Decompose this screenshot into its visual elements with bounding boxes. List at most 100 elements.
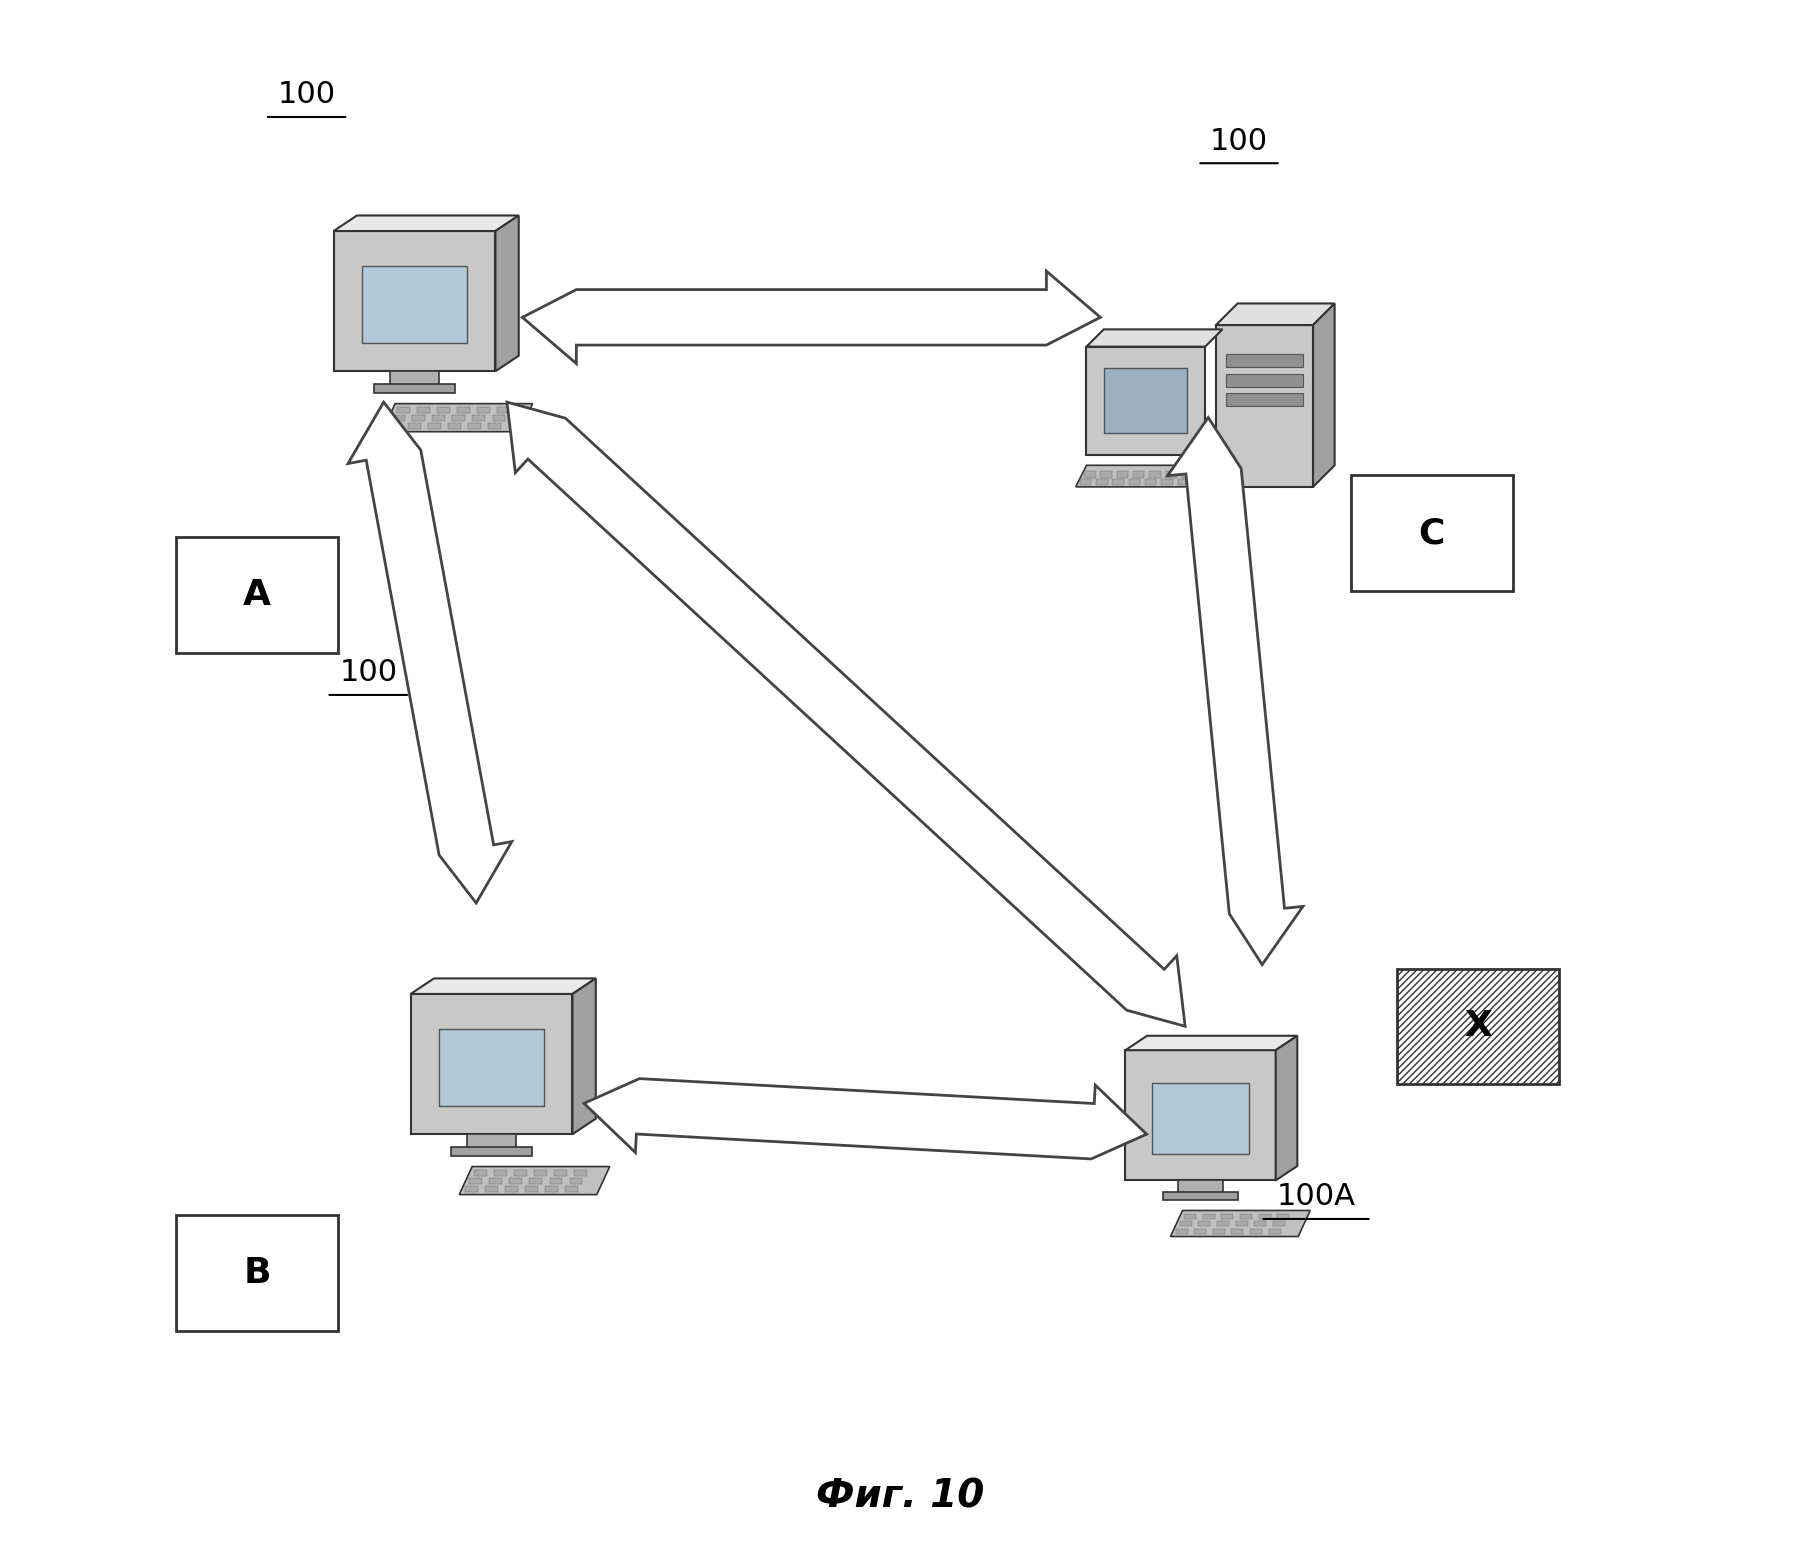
Bar (549, 1178, 562, 1184)
Bar (535, 1170, 547, 1177)
Bar (565, 1186, 578, 1192)
Polygon shape (1217, 304, 1334, 326)
Polygon shape (572, 979, 596, 1135)
Bar (1175, 1229, 1188, 1234)
Polygon shape (1312, 304, 1334, 486)
Bar (574, 1170, 587, 1177)
Bar (515, 1170, 527, 1177)
Bar (509, 1178, 522, 1184)
Bar (1103, 367, 1188, 432)
Bar (1166, 471, 1177, 477)
Bar (493, 415, 506, 422)
Bar (457, 408, 470, 412)
Bar (437, 408, 450, 412)
Bar (468, 1135, 517, 1152)
Bar (1217, 1221, 1229, 1226)
Bar (387, 423, 401, 429)
Bar (1145, 479, 1156, 485)
Polygon shape (382, 403, 533, 432)
Bar (1184, 1214, 1195, 1220)
Polygon shape (1125, 1050, 1276, 1181)
Bar (1226, 374, 1303, 386)
Bar (1273, 1221, 1285, 1226)
Bar (1199, 1221, 1210, 1226)
Text: 100: 100 (1210, 127, 1269, 156)
Bar (1251, 1229, 1262, 1234)
Text: X: X (1463, 1010, 1492, 1044)
Bar (1080, 479, 1091, 485)
Bar (1148, 471, 1161, 477)
Bar (391, 371, 439, 389)
Text: 100: 100 (277, 80, 335, 110)
Bar (428, 423, 441, 429)
Bar (1231, 1229, 1244, 1234)
Polygon shape (508, 401, 1184, 1027)
Bar (484, 1186, 497, 1192)
Text: Фиг. 10: Фиг. 10 (815, 1478, 985, 1515)
Bar (1350, 476, 1512, 591)
Bar (1179, 1221, 1192, 1226)
Bar (1132, 471, 1145, 477)
Text: B: B (243, 1255, 272, 1289)
Bar (464, 1186, 477, 1192)
Polygon shape (362, 266, 468, 343)
Bar (488, 423, 500, 429)
Bar (176, 537, 338, 653)
Bar (470, 1178, 482, 1184)
Bar (1163, 1192, 1238, 1200)
Text: 100: 100 (338, 658, 398, 687)
Bar (1255, 1221, 1267, 1226)
Bar (392, 415, 405, 422)
Text: A: A (243, 577, 272, 611)
Bar (1177, 479, 1190, 485)
Text: 100A: 100A (1276, 1183, 1355, 1210)
Bar (1226, 354, 1303, 367)
Bar (490, 1178, 502, 1184)
Bar (1220, 1214, 1233, 1220)
Bar (1269, 1229, 1282, 1234)
Bar (1129, 479, 1139, 485)
Polygon shape (1152, 1082, 1249, 1155)
Bar (545, 1186, 558, 1192)
Polygon shape (495, 216, 518, 371)
Bar (1100, 471, 1112, 477)
Bar (1258, 1214, 1271, 1220)
Bar (1278, 1214, 1289, 1220)
Bar (448, 423, 461, 429)
Bar (409, 423, 421, 429)
Polygon shape (410, 979, 596, 994)
Bar (1112, 479, 1123, 485)
Bar (1177, 1181, 1222, 1197)
Polygon shape (1276, 1036, 1298, 1181)
Bar (1161, 479, 1174, 485)
Bar (418, 408, 430, 412)
Polygon shape (1170, 1210, 1310, 1237)
Bar (1193, 1229, 1206, 1234)
Polygon shape (333, 232, 495, 371)
Polygon shape (1125, 1036, 1298, 1050)
Polygon shape (1087, 329, 1222, 346)
Polygon shape (439, 1028, 544, 1106)
Bar (468, 423, 481, 429)
Bar (569, 1178, 583, 1184)
Bar (493, 1170, 508, 1177)
Polygon shape (522, 272, 1100, 363)
Bar (526, 1186, 538, 1192)
Bar (374, 384, 455, 392)
Bar (1397, 968, 1559, 1084)
Polygon shape (333, 216, 518, 232)
Bar (412, 415, 425, 422)
Bar (1226, 394, 1303, 406)
Bar (504, 1186, 518, 1192)
Bar (396, 408, 410, 412)
Bar (1237, 1221, 1247, 1226)
Bar (452, 1147, 533, 1156)
Bar (554, 1170, 567, 1177)
Bar (1096, 479, 1107, 485)
Polygon shape (347, 401, 511, 903)
Bar (1240, 1214, 1251, 1220)
Polygon shape (583, 1079, 1147, 1160)
Bar (176, 1215, 338, 1331)
Polygon shape (1217, 326, 1312, 486)
Polygon shape (1168, 417, 1303, 965)
